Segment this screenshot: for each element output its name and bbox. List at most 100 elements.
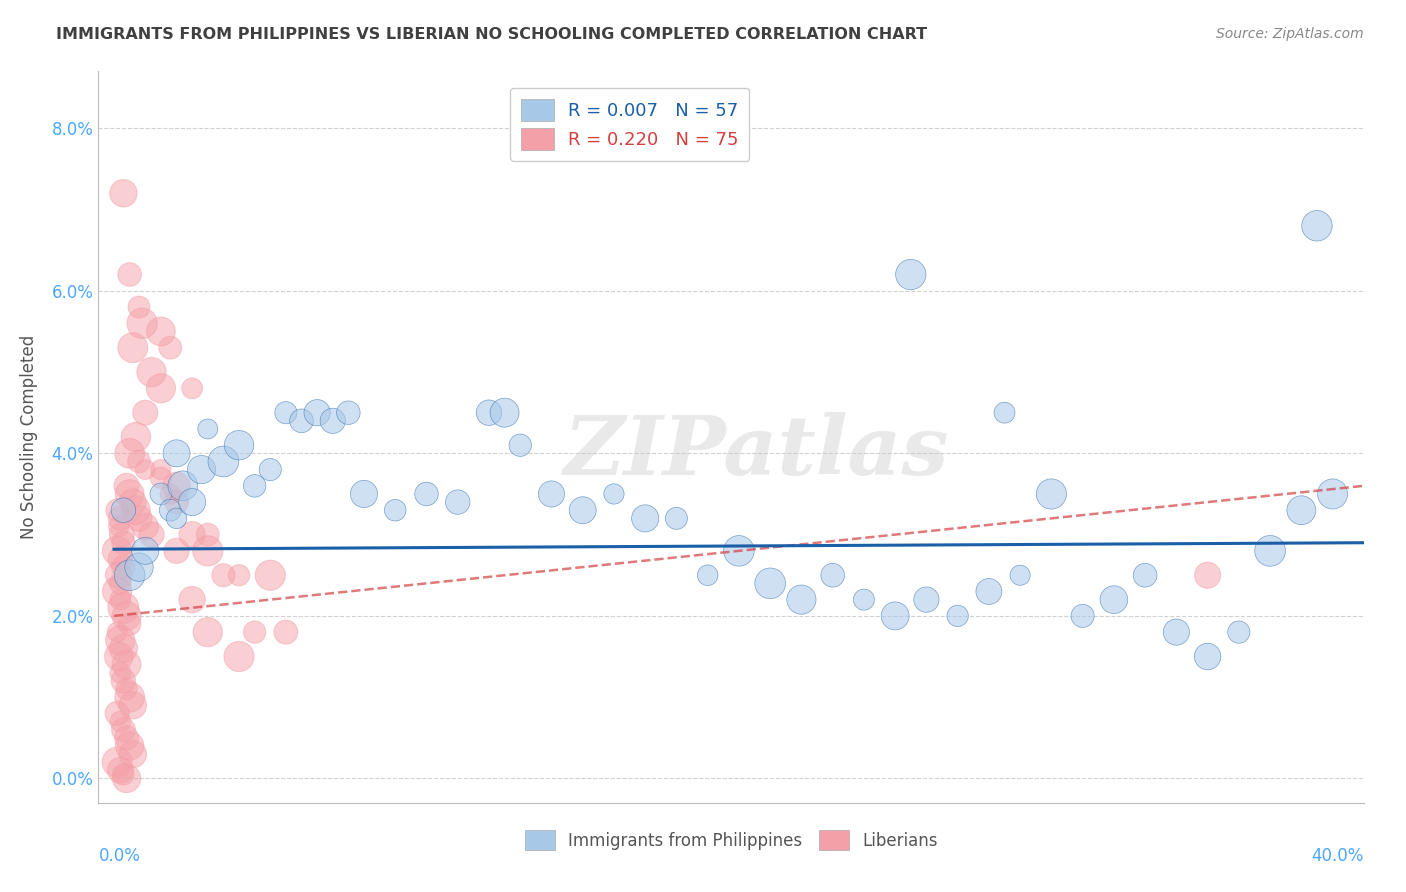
Point (112, 600, 135, 615)
Point (134, 544, 156, 558)
Point (1071, 608, 1094, 623)
Point (149, 381, 172, 395)
Point (115, 608, 138, 623)
Point (121, 747, 143, 761)
Point (112, 560, 135, 574)
Point (159, 341, 181, 355)
Text: IMMIGRANTS FROM PHILIPPINES VS LIBERIAN NO SCHOOLING COMPLETED CORRELATION CHART: IMMIGRANTS FROM PHILIPPINES VS LIBERIAN … (56, 27, 928, 42)
Point (121, 341, 143, 355)
Point (118, 617, 141, 632)
Point (197, 625, 219, 640)
Point (290, 414, 312, 428)
Point (259, 568, 281, 582)
Point (915, 592, 938, 607)
Point (115, 657, 138, 672)
Point (118, 268, 141, 282)
Point (149, 471, 172, 485)
Point (118, 690, 141, 705)
Point (141, 527, 163, 541)
Point (993, 406, 1015, 420)
Point (322, 414, 344, 428)
Text: Source: ZipAtlas.com: Source: ZipAtlas.com (1216, 27, 1364, 41)
Legend: Immigrants from Philippines, Liberians: Immigrants from Philippines, Liberians (515, 820, 948, 860)
Point (884, 608, 907, 623)
Point (1197, 568, 1219, 582)
Point (1010, 568, 1032, 582)
Point (665, 511, 688, 525)
Point (307, 406, 329, 420)
Point (228, 568, 250, 582)
Point (110, 764, 132, 778)
Point (634, 511, 657, 525)
Point (128, 454, 150, 468)
Point (821, 568, 844, 582)
Point (149, 462, 172, 476)
Point (190, 462, 212, 476)
Point (181, 381, 204, 395)
Point (110, 633, 132, 648)
Point (274, 625, 297, 640)
Point (228, 649, 250, 664)
Point (166, 446, 188, 460)
Point (259, 462, 281, 476)
Point (1322, 487, 1344, 501)
Point (112, 186, 135, 201)
Point (110, 511, 132, 525)
Point (759, 576, 782, 591)
Point (107, 649, 129, 664)
Point (115, 731, 138, 745)
Point (197, 544, 219, 558)
Point (1197, 649, 1219, 664)
Point (274, 406, 297, 420)
Point (1291, 503, 1313, 517)
Point (110, 552, 132, 566)
Point (166, 495, 188, 509)
Point (118, 739, 141, 753)
Point (166, 511, 188, 525)
Point (128, 511, 150, 525)
Point (141, 365, 163, 379)
Point (118, 446, 141, 460)
Point (128, 560, 150, 574)
Point (128, 300, 150, 314)
Point (105, 544, 128, 558)
Point (110, 576, 132, 591)
Point (112, 535, 135, 549)
Point (946, 608, 969, 623)
Point (243, 479, 266, 493)
Point (105, 755, 128, 769)
Point (478, 406, 501, 420)
Point (107, 568, 129, 582)
Point (166, 544, 188, 558)
Point (105, 625, 128, 640)
Point (112, 641, 135, 656)
Text: 0.0%: 0.0% (98, 847, 141, 864)
Point (159, 487, 181, 501)
Point (197, 422, 219, 436)
Text: ZIPatlas: ZIPatlas (564, 412, 949, 491)
Point (149, 487, 172, 501)
Point (112, 767, 135, 781)
Point (112, 503, 135, 517)
Point (447, 495, 470, 509)
Point (212, 568, 235, 582)
Point (571, 503, 593, 517)
Point (105, 706, 128, 721)
Point (353, 487, 375, 501)
Point (125, 430, 148, 444)
Y-axis label: No Schooling Completed: No Schooling Completed (20, 335, 38, 539)
Point (228, 438, 250, 452)
Point (852, 592, 875, 607)
Point (110, 665, 132, 680)
Point (337, 406, 360, 420)
Point (105, 503, 128, 517)
Point (540, 487, 562, 501)
Point (115, 772, 138, 786)
Point (110, 592, 132, 607)
Point (1133, 568, 1156, 582)
Point (415, 487, 437, 501)
Point (243, 625, 266, 640)
Point (181, 527, 204, 541)
Point (1258, 544, 1281, 558)
Point (125, 503, 148, 517)
